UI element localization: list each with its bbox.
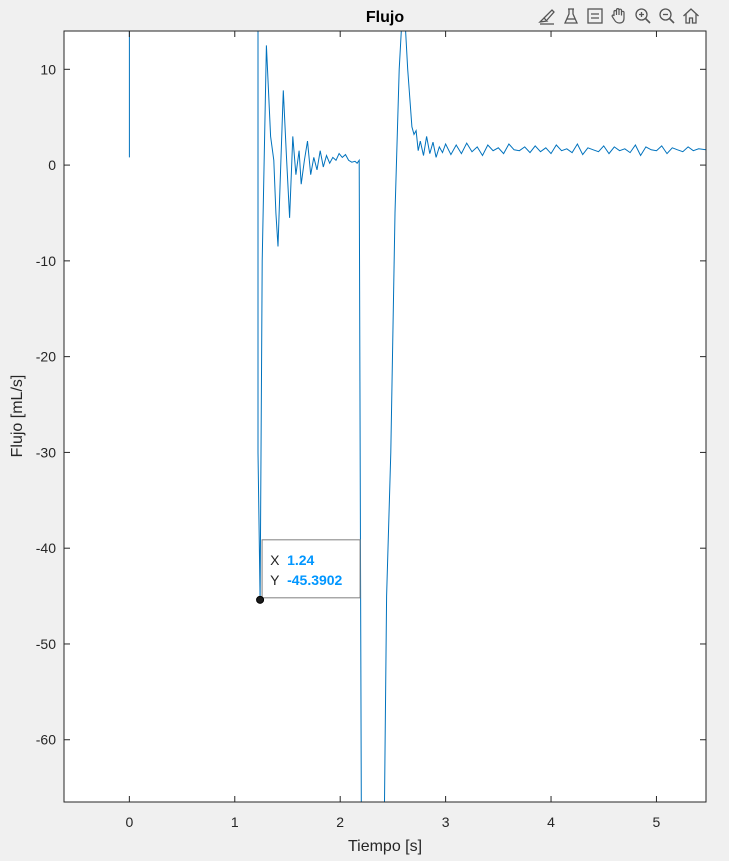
- y-axis: 10 0 -10 -20 -30 -40 -50 -60: [36, 61, 706, 748]
- y-tick-label: -50: [36, 636, 56, 652]
- data-tip-y-label: Y: [270, 572, 280, 588]
- pan-hand-icon[interactable]: [607, 4, 631, 28]
- axes-box: [63, 30, 707, 803]
- data-tip[interactable]: X 1.24 Y -45.3902: [256, 539, 361, 604]
- x-tick-label: 0: [125, 814, 133, 830]
- data-tip-icon[interactable]: [559, 4, 583, 28]
- data-tip-marker[interactable]: [256, 595, 265, 604]
- brush-icon[interactable]: [535, 4, 559, 28]
- axes-area[interactable]: [64, 31, 706, 802]
- x-tick-label: 4: [547, 814, 555, 830]
- zoom-in-icon[interactable]: [631, 4, 655, 28]
- y-tick-label: -40: [36, 540, 56, 556]
- x-axis: 0 1 2 3 4 5: [125, 31, 661, 830]
- line-group: [128, 31, 706, 802]
- y-tick-label: 10: [40, 61, 56, 77]
- series-line-0[interactable]: [128, 31, 706, 802]
- y-tick-label: -60: [36, 732, 56, 748]
- x-tick-label: 3: [442, 814, 450, 830]
- x-tick-label: 1: [231, 814, 239, 830]
- y-axis-label: Flujo [mL/s]: [9, 375, 26, 458]
- axes-toolbar: [535, 4, 703, 28]
- y-tick-label: 0: [48, 157, 56, 173]
- home-icon[interactable]: [679, 4, 703, 28]
- chart-title: Flujo: [366, 9, 404, 26]
- y-tick-label: -20: [36, 349, 56, 365]
- zoom-out-icon[interactable]: [655, 4, 679, 28]
- y-tick-label: -30: [36, 444, 56, 460]
- data-tip-y-value: -45.3902: [287, 572, 342, 588]
- x-tick-label: 5: [653, 814, 661, 830]
- data-tip-box: [261, 539, 361, 599]
- data-tip-x-label: X: [270, 552, 280, 568]
- x-axis-label: Tiempo [s]: [348, 838, 422, 855]
- data-tip-x-value: 1.24: [287, 552, 314, 568]
- legend-icon[interactable]: [583, 4, 607, 28]
- y-tick-label: -10: [36, 253, 56, 269]
- x-tick-label: 2: [336, 814, 344, 830]
